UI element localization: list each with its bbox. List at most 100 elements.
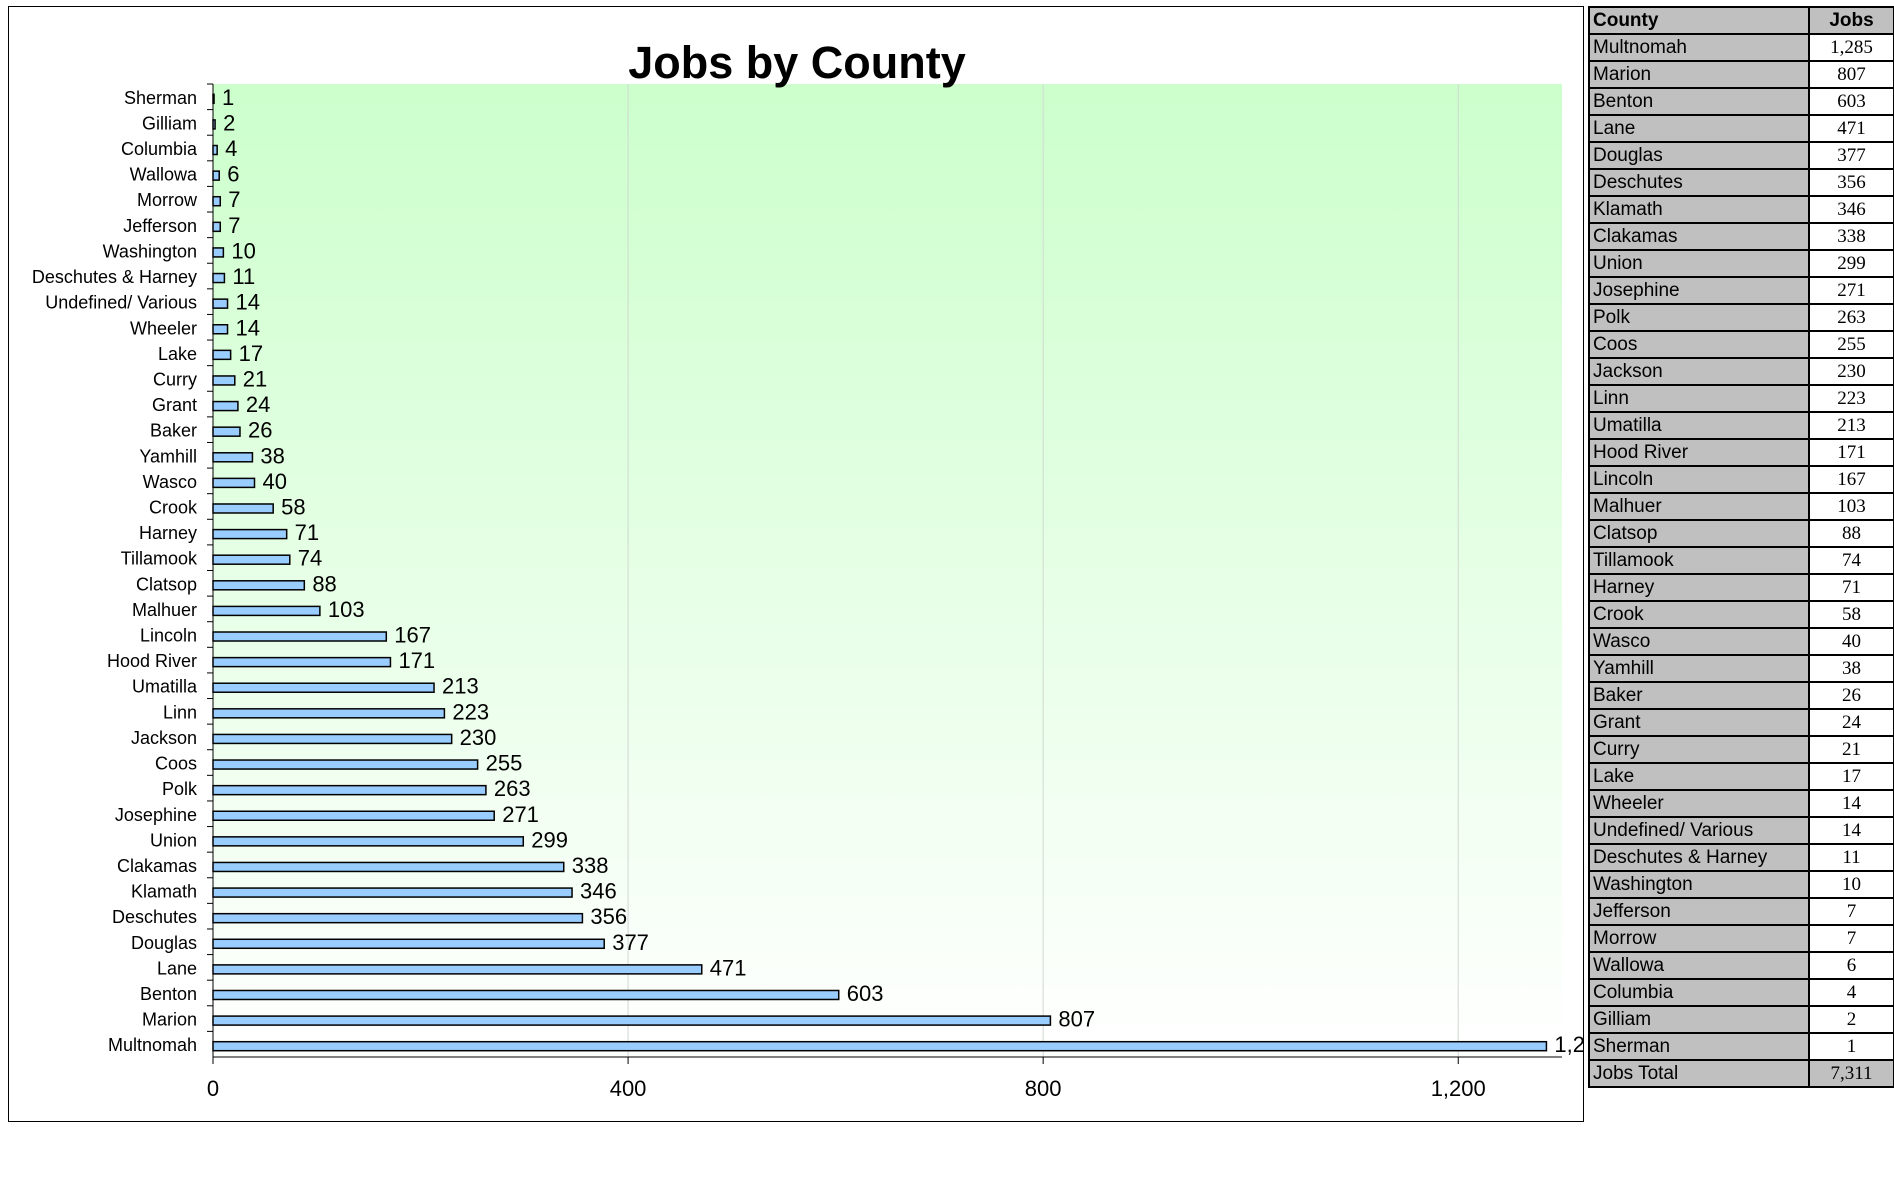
jobs-cell: 223 xyxy=(1808,384,1894,413)
data-label: 6 xyxy=(227,162,239,187)
jobs-cell: 471 xyxy=(1808,114,1894,143)
data-label: 1 xyxy=(222,85,234,110)
county-cell: Jefferson xyxy=(1588,897,1810,926)
jobs-cell: 2 xyxy=(1808,1005,1894,1034)
data-label: 88 xyxy=(312,571,336,596)
table-row: Linn 223 xyxy=(1588,384,1894,413)
data-label: 223 xyxy=(452,699,489,724)
jobs-cell: 14 xyxy=(1808,789,1894,818)
data-label: 11 xyxy=(232,264,255,289)
county-cell: Lane xyxy=(1588,114,1810,143)
jobs-cell: 377 xyxy=(1808,141,1894,170)
county-cell: Malhuer xyxy=(1588,492,1810,521)
county-cell: Morrow xyxy=(1588,924,1810,953)
category-label: Morrow xyxy=(137,190,198,210)
data-label: 471 xyxy=(710,955,747,980)
table-header-row: County Jobs xyxy=(1588,6,1894,35)
table-row: Lincoln 167 xyxy=(1588,465,1894,494)
table-row: Curry 21 xyxy=(1588,735,1894,764)
bar xyxy=(212,605,321,617)
jobs-cell: 10 xyxy=(1808,870,1894,899)
data-label: 103 xyxy=(328,597,365,622)
data-label: 10 xyxy=(231,238,255,263)
table-row: Tillamook 74 xyxy=(1588,546,1894,575)
jobs-cell: 11 xyxy=(1808,843,1894,872)
bar xyxy=(212,631,388,642)
chart-panel: 0 400 800 1,200 Sherman 1 Gilliam 2 Columbia 4 Wal… xyxy=(8,6,1585,1122)
data-label: 346 xyxy=(580,879,617,904)
table-row: Gilliam 2 xyxy=(1588,1005,1894,1034)
category-label: Jackson xyxy=(131,728,197,748)
county-cell: Sherman xyxy=(1588,1032,1810,1061)
jobs-cell: 213 xyxy=(1808,411,1894,440)
jobs-table: County Jobs Multnomah 1,285 Marion 807 Bento… xyxy=(1588,6,1894,1088)
county-cell: Benton xyxy=(1588,87,1810,116)
bar xyxy=(212,784,487,796)
category-label: Deschutes & Harney xyxy=(32,267,197,287)
x-tick-label: 1,200 xyxy=(1431,1076,1486,1101)
jobs-cell: 58 xyxy=(1808,600,1894,629)
data-label: 24 xyxy=(246,392,270,417)
table-row: Crook 58 xyxy=(1588,600,1894,629)
category-label: Curry xyxy=(153,369,197,389)
jobs-cell: 346 xyxy=(1808,195,1894,224)
county-cell: Lake xyxy=(1588,762,1810,791)
bar xyxy=(212,503,274,514)
jobs-cell: 74 xyxy=(1808,546,1894,575)
category-label: Deschutes xyxy=(112,907,197,927)
jobs-cell: 26 xyxy=(1808,681,1894,710)
bar xyxy=(212,195,222,207)
bar xyxy=(212,375,236,386)
table-row: Sherman 1 xyxy=(1588,1032,1894,1061)
bar xyxy=(212,861,565,873)
category-label: Polk xyxy=(162,779,198,799)
category-label: Jefferson xyxy=(123,216,197,236)
bar xyxy=(212,528,288,540)
table-row: Marion 807 xyxy=(1588,60,1894,89)
category-label: Malhuer xyxy=(132,600,197,620)
bar xyxy=(212,989,840,1001)
county-cell: Undefined/ Various xyxy=(1588,816,1810,845)
table-row: Coos 255 xyxy=(1588,330,1894,359)
data-label: 171 xyxy=(398,648,435,673)
table-row: Morrow 7 xyxy=(1588,924,1894,953)
category-label: Lake xyxy=(158,344,197,364)
data-label: 26 xyxy=(248,418,272,443)
data-label: 40 xyxy=(263,469,287,494)
county-cell: Clakamas xyxy=(1588,222,1810,251)
county-cell: Harney xyxy=(1588,573,1810,602)
jobs-cell: 1,285 xyxy=(1808,33,1894,62)
total-value: 7,311 xyxy=(1808,1059,1894,1088)
category-label: Grant xyxy=(152,395,197,415)
county-cell: Tillamook xyxy=(1588,546,1810,575)
county-cell: Lincoln xyxy=(1588,465,1810,494)
bar xyxy=(212,810,495,821)
jobs-cell: 71 xyxy=(1808,573,1894,602)
category-label: Wheeler xyxy=(130,318,197,338)
category-label: Multnomah xyxy=(108,1035,197,1055)
county-cell: Polk xyxy=(1588,303,1810,332)
bar xyxy=(212,656,392,668)
bar xyxy=(212,452,254,463)
data-label: 356 xyxy=(590,904,627,929)
bar xyxy=(212,912,584,924)
county-cell: Crook xyxy=(1588,600,1810,629)
county-cell: Linn xyxy=(1588,384,1810,413)
jobs-cell: 807 xyxy=(1808,60,1894,89)
table-row: Douglas 377 xyxy=(1588,141,1894,170)
data-label: 17 xyxy=(239,341,263,366)
table-row: Grant 24 xyxy=(1588,708,1894,737)
table-row: Wheeler 14 xyxy=(1588,789,1894,818)
x-tick-label: 800 xyxy=(1025,1076,1062,1101)
data-label: 38 xyxy=(260,443,284,468)
county-cell: Hood River xyxy=(1588,438,1810,467)
jobs-header: Jobs xyxy=(1808,6,1894,35)
table-row: Lane 471 xyxy=(1588,114,1894,143)
county-cell: Clatsop xyxy=(1588,519,1810,548)
table-row: Klamath 346 xyxy=(1588,195,1894,224)
jobs-cell: 17 xyxy=(1808,762,1894,791)
data-label: 71 xyxy=(295,520,319,545)
county-header: County xyxy=(1588,6,1810,35)
category-label: Clatsop xyxy=(136,574,197,594)
bar xyxy=(212,170,220,181)
